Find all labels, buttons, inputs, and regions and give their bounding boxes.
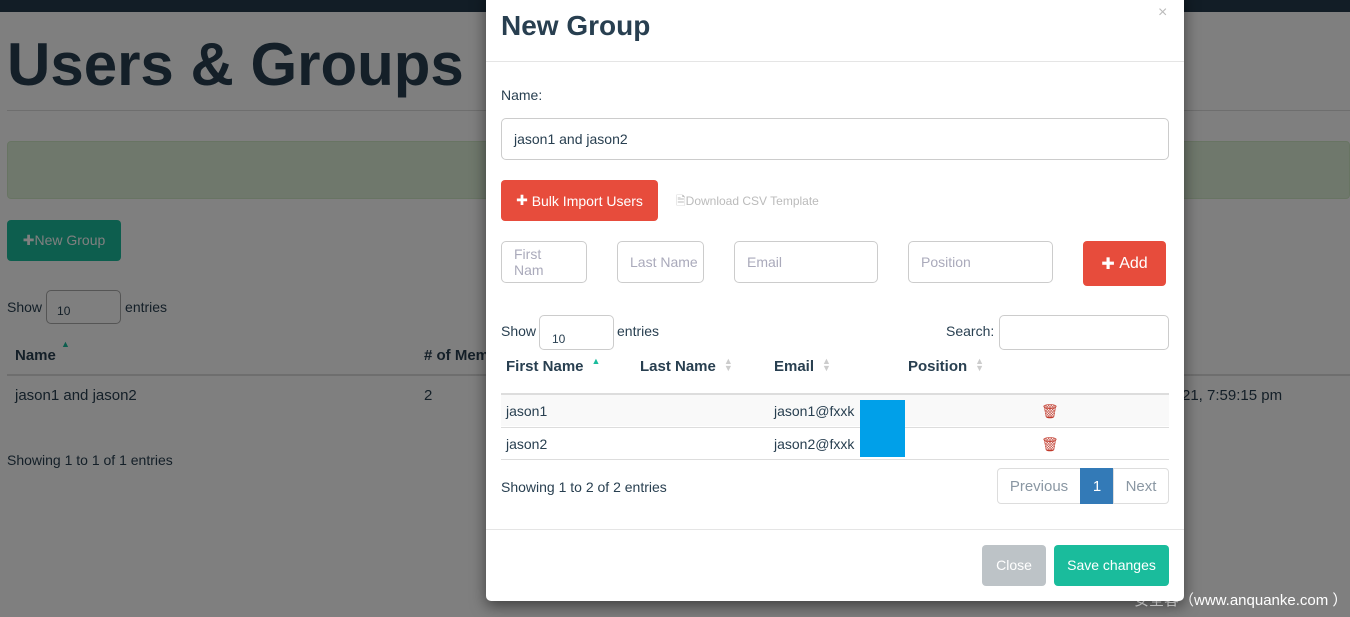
- plus-icon: ✚: [516, 192, 532, 208]
- first-name-input[interactable]: First Nam: [501, 241, 587, 283]
- plus-icon: ✚: [1101, 255, 1120, 273]
- divider: [486, 61, 1184, 62]
- download-csv-link[interactable]: 🗎Download CSV Template: [676, 194, 819, 208]
- page-1-button[interactable]: 1: [1080, 468, 1114, 504]
- entries-select[interactable]: 10: [539, 315, 614, 350]
- close-button[interactable]: Close: [982, 545, 1046, 586]
- table-row: jason2 jason2@fxxk 🗑: [501, 427, 1169, 460]
- trash-icon[interactable]: 🗑: [1041, 436, 1059, 452]
- entries-label: entries: [617, 323, 660, 339]
- column-first-name[interactable]: First Name ▲: [506, 356, 601, 376]
- show-label: Show: [501, 323, 537, 339]
- column-last-name[interactable]: Last Name ▲ ▼: [640, 356, 733, 376]
- search-label: Search:: [946, 323, 995, 339]
- name-label: Name:: [501, 87, 543, 103]
- modal-title: New Group: [501, 10, 651, 41]
- close-icon[interactable]: ×: [1158, 4, 1168, 21]
- next-button[interactable]: Next: [1113, 468, 1169, 504]
- email-input[interactable]: Email: [734, 241, 878, 283]
- watermark: 安全客（www.anquanke.com ）: [1134, 592, 1348, 609]
- table-row: jason1 jason1@fxxk 🗑: [501, 393, 1169, 426]
- sort-asc-icon: ▲: [591, 356, 601, 366]
- save-changes-button[interactable]: Save changes: [1054, 545, 1169, 586]
- search-input[interactable]: [999, 315, 1169, 350]
- new-group-modal: New Group × Name: jason1 and jason2 ✚ Bu…: [486, 0, 1184, 601]
- last-name-input[interactable]: Last Name: [617, 241, 704, 283]
- table-info: Showing 1 to 2 of 2 entries: [501, 479, 667, 495]
- trash-icon[interactable]: 🗑: [1041, 403, 1059, 419]
- column-email[interactable]: Email ▲ ▼: [774, 356, 831, 376]
- sort-icon: ▲ ▼: [975, 356, 985, 373]
- sort-icon: ▲ ▼: [822, 356, 831, 373]
- bulk-import-button[interactable]: ✚ Bulk Import Users: [501, 180, 658, 221]
- add-button[interactable]: ✚ Add: [1083, 241, 1166, 286]
- divider: [486, 529, 1184, 530]
- file-excel-icon: 🗎: [676, 194, 686, 208]
- column-position[interactable]: Position ▲ ▼: [908, 356, 985, 376]
- position-input[interactable]: Position: [908, 241, 1053, 283]
- previous-button[interactable]: Previous: [997, 468, 1081, 504]
- group-name-input[interactable]: jason1 and jason2: [501, 118, 1169, 160]
- sort-icon: ▲ ▼: [723, 356, 733, 373]
- redaction-box: [860, 400, 905, 457]
